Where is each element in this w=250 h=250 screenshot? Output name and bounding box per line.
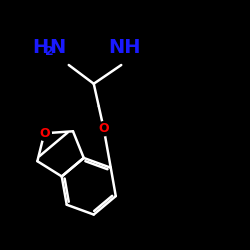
Text: O: O xyxy=(98,122,109,135)
Text: NH: NH xyxy=(109,38,141,57)
Text: N: N xyxy=(49,38,65,57)
Circle shape xyxy=(37,126,51,140)
Text: 2: 2 xyxy=(44,45,53,58)
Circle shape xyxy=(97,122,111,136)
Text: H: H xyxy=(32,38,49,57)
Text: O: O xyxy=(39,127,50,140)
